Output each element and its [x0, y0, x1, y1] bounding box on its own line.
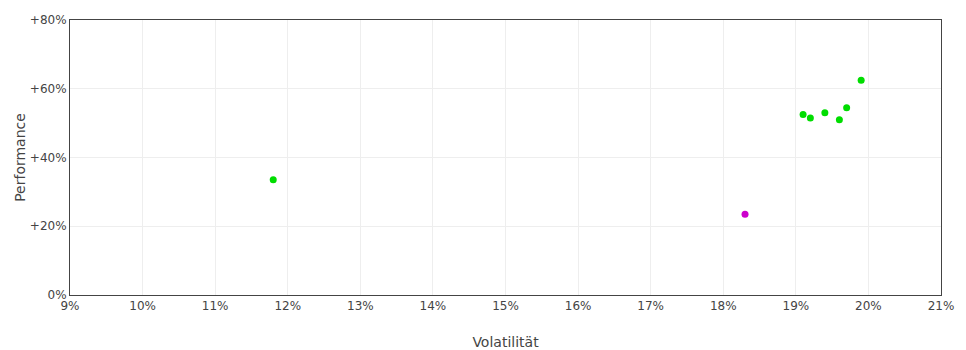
svg-text:Volatilität: Volatilität: [472, 334, 539, 350]
svg-text:10%: 10%: [129, 299, 156, 313]
svg-text:17%: 17%: [637, 299, 664, 313]
svg-text:16%: 16%: [565, 299, 592, 313]
svg-text:21%: 21%: [928, 299, 955, 313]
svg-text:12%: 12%: [274, 299, 301, 313]
svg-text:+40%: +40%: [30, 151, 67, 165]
svg-text:13%: 13%: [347, 299, 374, 313]
svg-text:Performance: Performance: [12, 113, 28, 202]
svg-text:20%: 20%: [855, 299, 882, 313]
svg-text:+80%: +80%: [30, 13, 67, 27]
svg-text:11%: 11%: [202, 299, 229, 313]
svg-text:15%: 15%: [492, 299, 519, 313]
svg-text:18%: 18%: [710, 299, 737, 313]
svg-text:+60%: +60%: [30, 82, 67, 96]
svg-text:+20%: +20%: [30, 219, 67, 233]
svg-text:19%: 19%: [782, 299, 809, 313]
svg-text:14%: 14%: [420, 299, 447, 313]
svg-text:9%: 9%: [60, 299, 79, 313]
svg-text:0%: 0%: [48, 288, 67, 302]
